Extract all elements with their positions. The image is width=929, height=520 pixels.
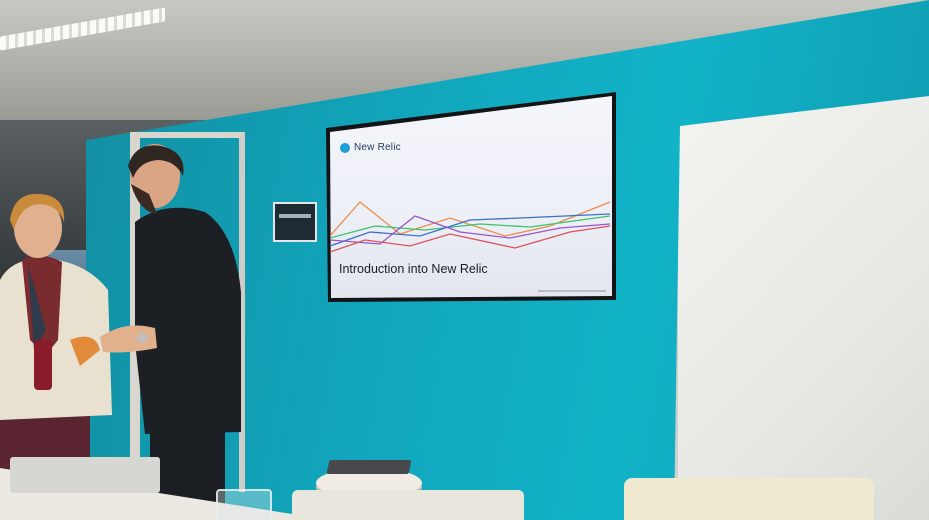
slide-line-purple <box>330 215 611 245</box>
slide-line-green <box>330 215 611 239</box>
presentation-slide <box>330 96 612 298</box>
slide-footer <box>538 290 606 292</box>
slide-logo: New Relic <box>340 142 401 153</box>
whiteboard <box>674 96 929 520</box>
wall-sign <box>273 202 317 242</box>
chair <box>10 457 160 493</box>
slide-line-blue <box>330 213 611 247</box>
person-man <box>100 144 241 520</box>
books <box>326 460 412 474</box>
new-relic-logo-icon <box>340 142 350 153</box>
slide-line-orange <box>330 201 611 237</box>
chair <box>624 478 874 520</box>
slide-logo-text: New Relic <box>354 142 401 153</box>
slide-title: Introduction into New Relic <box>339 262 488 276</box>
slide-line-red <box>330 225 611 253</box>
slide-line-graphic <box>330 201 611 253</box>
chair <box>292 490 524 520</box>
drinking-glass <box>216 489 272 520</box>
